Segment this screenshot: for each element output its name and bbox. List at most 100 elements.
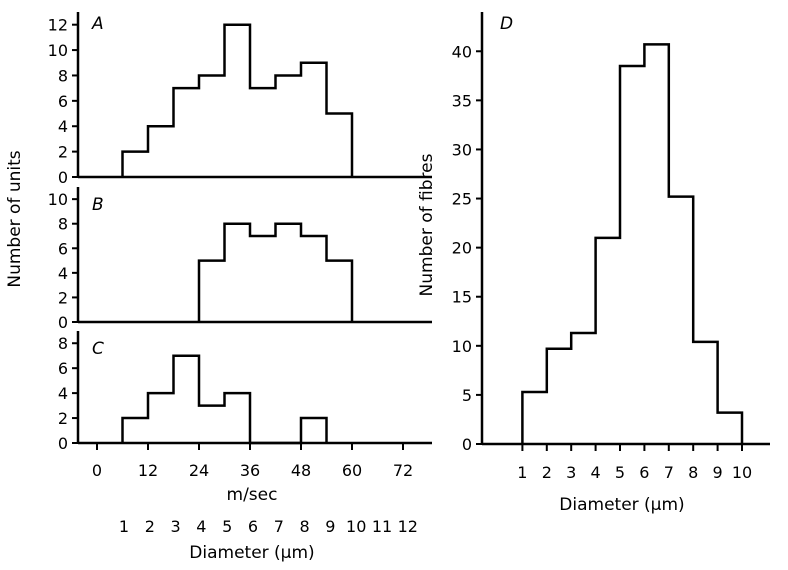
y-tick-label: 10: [48, 190, 68, 209]
x-axis-title-diameter-left: Diameter (μm): [189, 543, 314, 563]
histogram-bar: [276, 224, 302, 322]
histogram-bar: [620, 66, 644, 444]
x-tick-label: 10: [732, 463, 752, 482]
histogram-bar: [148, 393, 174, 443]
histogram-bar: [522, 392, 546, 444]
y-tick-label: 15: [452, 288, 472, 307]
y-tick-label: 40: [452, 42, 472, 61]
secondary-x-tick-label: 9: [325, 517, 335, 536]
y-tick-label: 2: [58, 288, 68, 307]
y-tick-label: 4: [58, 384, 68, 403]
x-tick-label: 0: [92, 461, 102, 480]
histogram-bar: [301, 63, 327, 177]
histogram-bar: [547, 349, 571, 444]
y-tick-label: 8: [58, 66, 68, 85]
secondary-x-tick-label: 8: [300, 517, 310, 536]
secondary-x-tick-label: 12: [398, 517, 418, 536]
y-tick-label: 5: [462, 386, 472, 405]
histogram-bar: [225, 393, 251, 443]
histogram-bar: [327, 114, 353, 177]
secondary-x-tick-label: 5: [222, 517, 232, 536]
histogram-bar: [174, 356, 200, 443]
axis-labels: Number of units m/sec Diameter (μm) Numb…: [5, 150, 685, 563]
histogram-bar: [250, 236, 276, 322]
secondary-x-tick-label: 1: [119, 517, 129, 536]
histogram-bar: [301, 236, 327, 322]
secondary-x-tick-label: 3: [171, 517, 181, 536]
secondary-x-tick-label: 6: [248, 517, 258, 536]
histogram-bar: [199, 261, 225, 322]
histogram-bar: [123, 418, 149, 443]
panel-letter: A: [91, 14, 104, 34]
y-tick-label: 2: [58, 409, 68, 428]
y-tick-label: 25: [452, 190, 472, 209]
histogram-outline: [121, 354, 328, 445]
y-tick-label: 4: [58, 117, 68, 136]
histogram-bar: [327, 261, 353, 322]
secondary-x-tick-label: 2: [145, 517, 155, 536]
x-tick-label: 72: [393, 461, 413, 480]
histogram-bar: [174, 88, 200, 177]
x-tick-label: 24: [189, 461, 209, 480]
x-tick-label: 3: [566, 463, 576, 482]
histogram-bar: [123, 152, 149, 177]
x-tick-label: 7: [664, 463, 674, 482]
x-tick-label: 36: [240, 461, 260, 480]
y-tick-label: 30: [452, 140, 472, 159]
y-tick-label: 0: [58, 434, 68, 453]
x-tick-label: 4: [591, 463, 601, 482]
y-tick-label: 10: [48, 41, 68, 60]
y-tick-label: 2: [58, 143, 68, 162]
histogram-bar: [301, 418, 327, 443]
y-tick-label: 0: [58, 313, 68, 332]
y-tick-label: 0: [462, 435, 472, 454]
y-tick-label: 8: [58, 215, 68, 234]
histogram-bar: [199, 406, 225, 443]
y-tick-label: 10: [452, 337, 472, 356]
x-axis-title-diameter-right: Diameter (μm): [559, 495, 684, 515]
y-tick-label: 20: [452, 239, 472, 258]
histogram-bar: [596, 238, 620, 444]
y-tick-label: 12: [48, 16, 68, 35]
y-tick-label: 0: [58, 168, 68, 187]
panel-letter: D: [500, 14, 513, 34]
y-axis-title-left: Number of units: [5, 150, 25, 287]
x-axis-title-speed: m/sec: [227, 485, 278, 505]
panel-b: 0 2 4 6 8 10 B: [48, 187, 432, 332]
x-tick-label: 6: [639, 463, 649, 482]
x-tick-label: 5: [615, 463, 625, 482]
secondary-x-tick-label: 7: [274, 517, 284, 536]
panel-letter: B: [92, 195, 104, 215]
y-tick-label: 35: [452, 91, 472, 110]
secondary-x-tick-label: 4: [196, 517, 206, 536]
histogram-outline: [121, 23, 354, 177]
y-tick-label: 4: [58, 264, 68, 283]
histogram-bar: [669, 197, 693, 444]
y-tick-label: 8: [58, 334, 68, 353]
histogram-bar: [693, 342, 717, 444]
x-tick-label: 9: [713, 463, 723, 482]
x-tick-label: 2: [542, 463, 552, 482]
x-tick-label: 60: [342, 461, 362, 480]
y-tick-label: 6: [58, 359, 68, 378]
x-tick-label: 8: [688, 463, 698, 482]
histogram-bar: [225, 224, 251, 322]
histogram-bar: [276, 75, 302, 177]
histogram-bar: [571, 333, 595, 444]
histogram-bar: [225, 25, 251, 177]
x-tick-label: 12: [138, 461, 158, 480]
panel-a: 0 2 4 6 8 10 12 A: [48, 12, 432, 187]
histogram-outline: [197, 222, 354, 322]
histogram-bar: [644, 44, 668, 444]
x-tick-label: 48: [291, 461, 311, 480]
histogram-outline: [521, 43, 744, 444]
histogram-bar: [718, 413, 742, 444]
histogram-bar: [250, 88, 276, 177]
histogram-bar: [148, 126, 174, 177]
y-tick-label: 6: [58, 92, 68, 111]
secondary-x-tick-label: 11: [372, 517, 392, 536]
secondary-x-tick-label: 10: [346, 517, 366, 536]
